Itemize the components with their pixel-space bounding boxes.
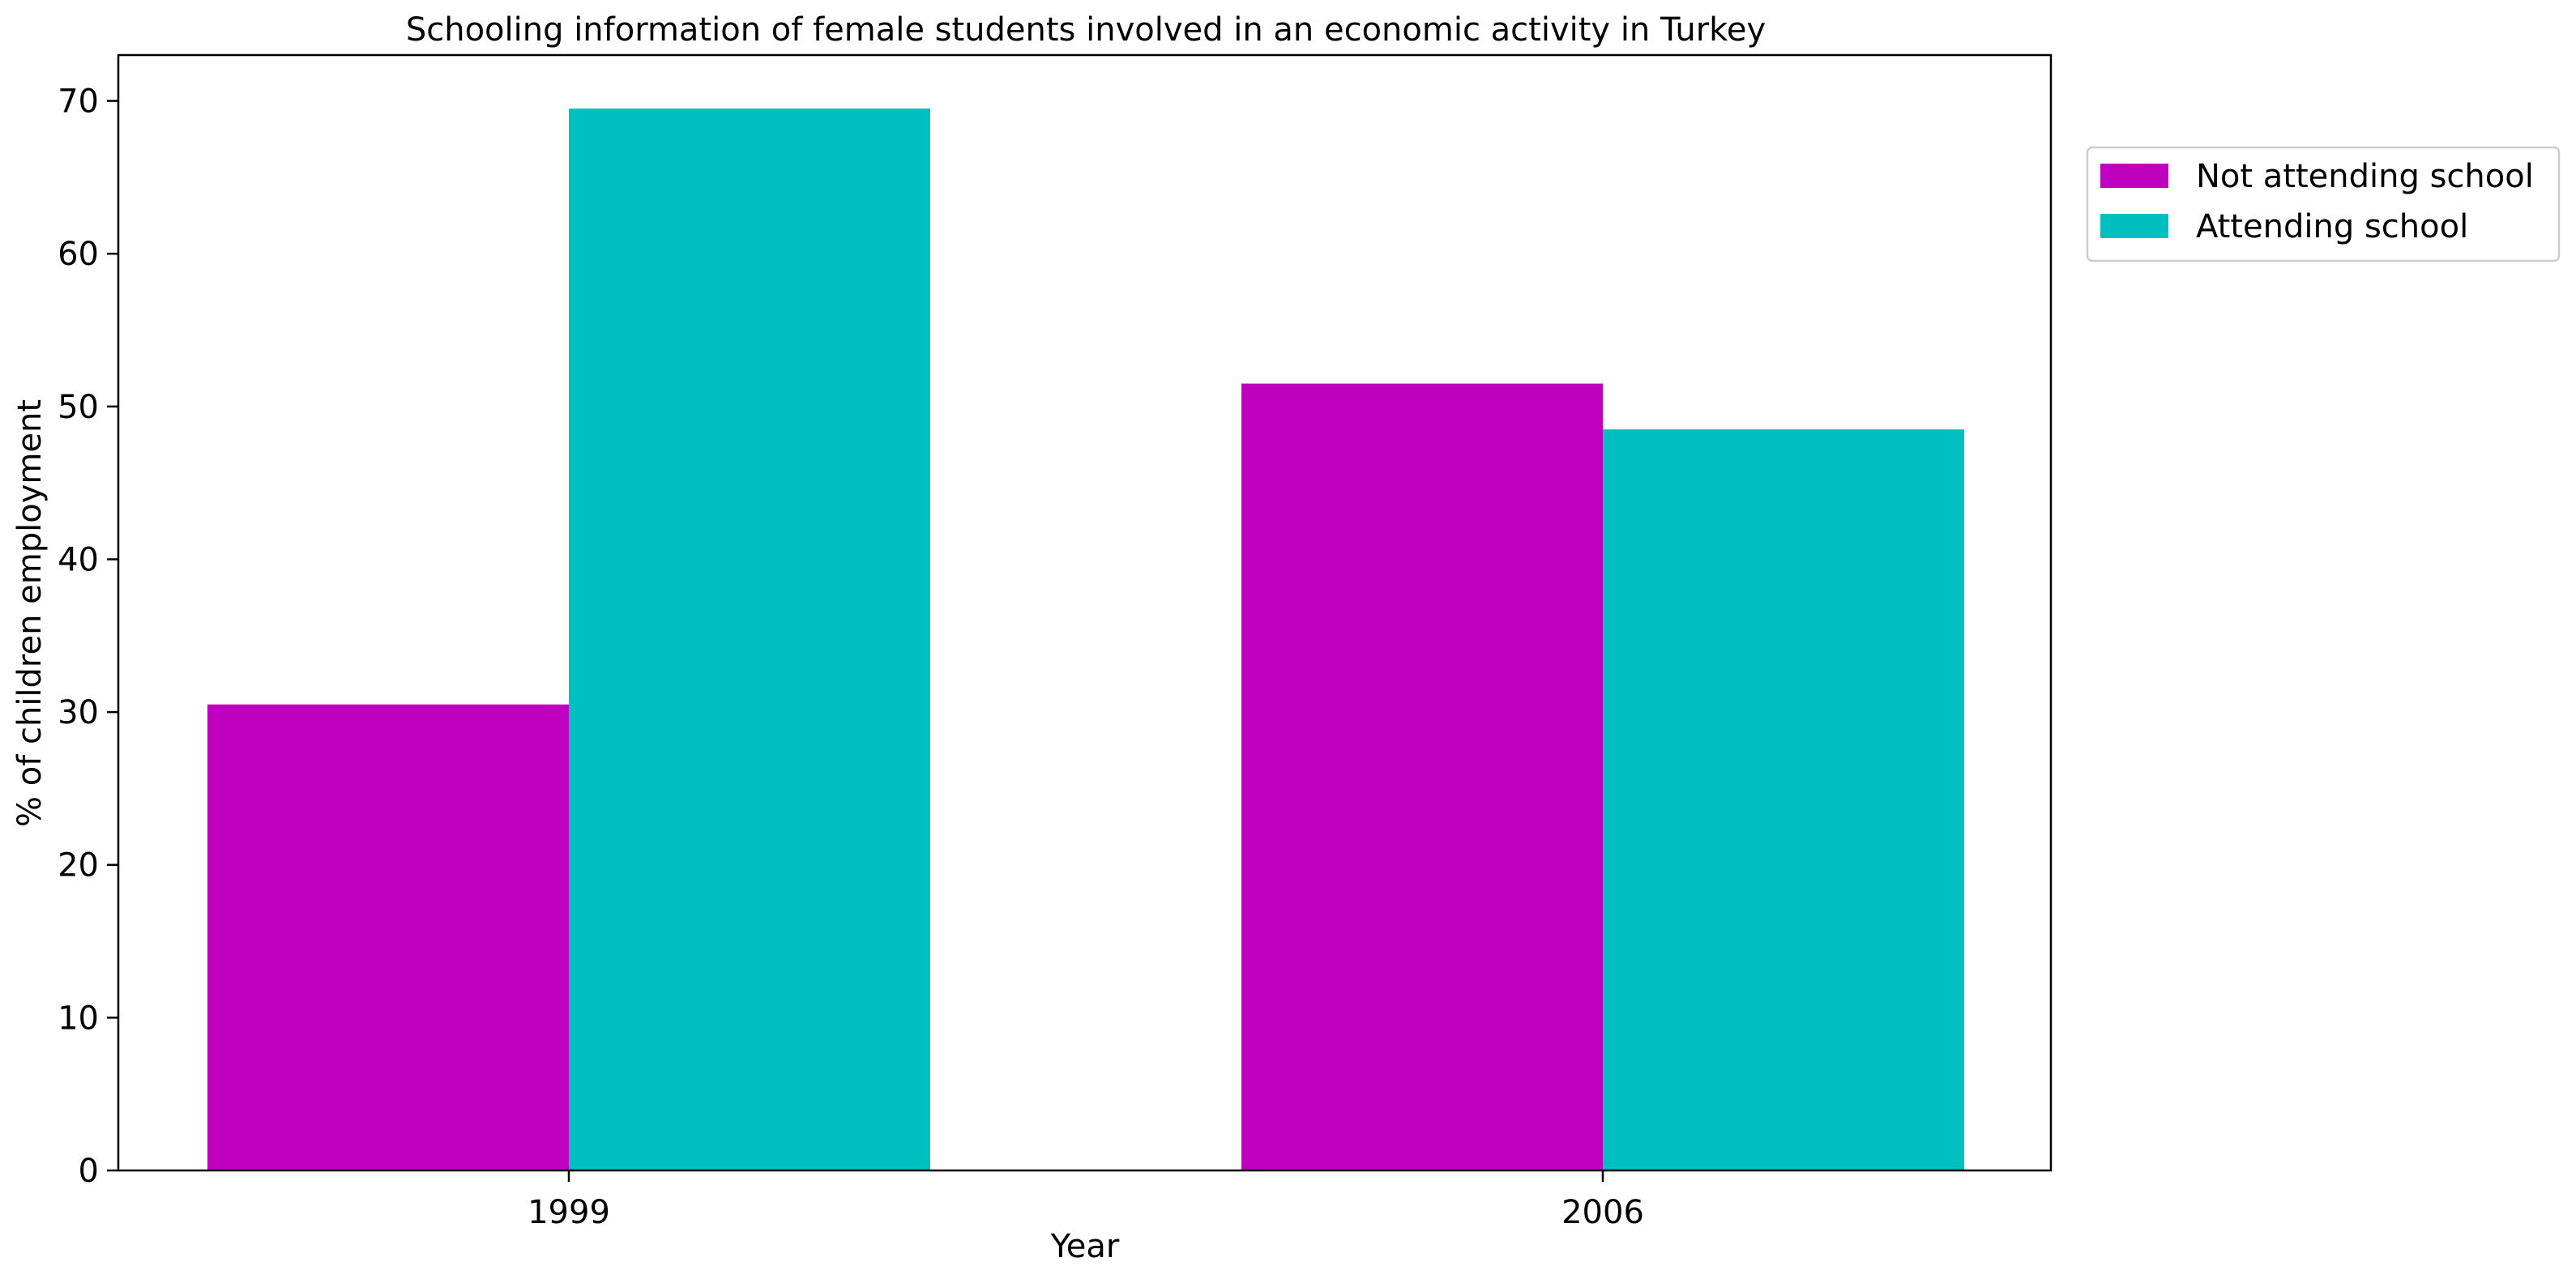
x-axis: 1999 2006 bbox=[528, 1170, 1644, 1231]
plot-area-frame bbox=[117, 53, 2053, 1172]
y-axis: 0 10 20 30 40 50 60 70 bbox=[58, 83, 118, 1190]
y-tick-label: 30 bbox=[58, 694, 99, 731]
legend: Not attending school Attending school bbox=[2086, 146, 2561, 262]
x-tick-label: 1999 bbox=[528, 1194, 610, 1231]
legend-frame bbox=[2086, 146, 2561, 262]
x-tick-label: 2006 bbox=[1561, 1194, 1644, 1231]
legend-swatch-not-attending-school bbox=[2100, 164, 2168, 188]
y-tick-label: 50 bbox=[58, 389, 99, 426]
bar-not-attending-school-1999 bbox=[207, 704, 569, 1170]
y-tick-label: 40 bbox=[58, 541, 99, 578]
y-tick-label: 20 bbox=[58, 847, 99, 885]
x-axis-label: Year bbox=[1050, 1228, 1120, 1265]
legend-label: Attending school bbox=[2196, 208, 2468, 245]
y-axis-label: % of children employment bbox=[11, 399, 49, 827]
y-tick-label: 70 bbox=[58, 83, 99, 121]
chart-title: Schooling information of female students… bbox=[406, 11, 1766, 49]
y-tick-label: 60 bbox=[58, 236, 99, 273]
y-tick-label: 0 bbox=[79, 1153, 99, 1190]
legend-label: Not attending school bbox=[2196, 158, 2534, 195]
bar-not-attending-school-2006 bbox=[1241, 383, 1603, 1170]
bars-group bbox=[207, 109, 1964, 1171]
y-tick-label: 10 bbox=[58, 1000, 99, 1037]
bar-attending-school-1999 bbox=[569, 109, 930, 1171]
legend-swatch-attending-school bbox=[2100, 214, 2168, 238]
bar-attending-school-2006 bbox=[1603, 429, 1964, 1170]
